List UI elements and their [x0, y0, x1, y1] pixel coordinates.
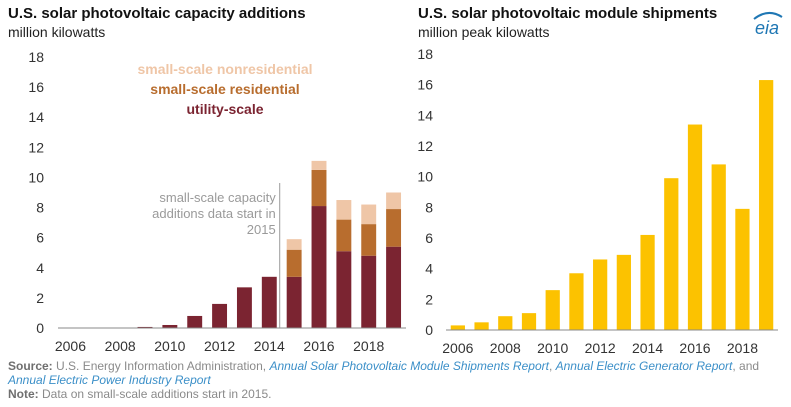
right-y-tick-label: 0 [425, 322, 433, 338]
right-y-tick-label: 8 [425, 199, 433, 215]
right-chart-title: U.S. solar photovoltaic module shipments [418, 5, 718, 22]
right-y-tick-label: 16 [417, 77, 433, 93]
right-x-tick-label: 2012 [585, 340, 616, 356]
source-link-electric-power-industry[interactable]: Annual Electric Power Industry Report [8, 373, 211, 387]
left-bar-utility-scale-2015 [286, 276, 302, 328]
right-bar-shipments-2012 [593, 259, 608, 330]
left-y-tick-label: 12 [28, 139, 44, 155]
left-bar-small-scale-residential-2017 [336, 219, 352, 252]
right-x-tick-label: 2008 [490, 340, 521, 356]
left-x-tick-label: 2012 [204, 338, 235, 354]
eia-logo-icon: eia [753, 12, 783, 38]
left-bar-small-scale-nonresidential-2016 [311, 160, 327, 170]
left-x-tick-label: 2018 [353, 338, 384, 354]
left-y-tick-label: 6 [36, 230, 44, 246]
right-y-tick-label: 14 [417, 107, 433, 123]
note-label: Note: [8, 387, 39, 401]
right-y-tick-label: 10 [417, 169, 433, 185]
note-line: Note: Data on small-scale additions star… [8, 387, 778, 401]
left-bar-small-scale-residential-2015 [286, 249, 302, 277]
right-bar-shipments-2015 [664, 178, 679, 330]
source-link-electric-generator[interactable]: Annual Electric Generator Report [555, 359, 733, 373]
right-x-tick-label: 2006 [442, 340, 473, 356]
left-bar-utility-scale-2019 [386, 246, 402, 328]
legend-small-scale-residential: small-scale residential [150, 81, 299, 97]
right-bar-shipments-2011 [569, 273, 584, 330]
annotation-text-line: additions data start in [152, 206, 276, 221]
left-y-tick-label: 18 [28, 49, 44, 65]
left-bar-utility-scale-2014 [261, 276, 277, 328]
right-y-tick-label: 12 [417, 138, 433, 154]
right-y-tick-label: 18 [417, 46, 433, 62]
left-bar-small-scale-residential-2016 [311, 169, 327, 207]
left-y-tick-label: 4 [36, 260, 44, 276]
left-bar-utility-scale-2009 [137, 326, 153, 328]
right-bar-shipments-2009 [521, 313, 537, 330]
right-bar-shipments-2016 [687, 124, 703, 331]
right-x-tick-label: 2016 [679, 340, 710, 356]
right-y-tick-label: 2 [425, 291, 433, 307]
right-chart-units: million peak kilowatts [418, 24, 550, 40]
left-y-tick-label: 0 [36, 320, 44, 336]
right-x-tick-label: 2010 [537, 340, 568, 356]
left-bar-small-scale-nonresidential-2018 [361, 204, 377, 225]
left-x-tick-label: 2008 [105, 338, 136, 354]
svg-text:eia: eia [755, 18, 779, 38]
left-y-tick-label: 2 [36, 290, 44, 306]
left-bar-utility-scale-2010 [162, 324, 178, 328]
left-bar-utility-scale-2012 [212, 303, 228, 328]
annotation-text-line: small-scale capacity [159, 190, 276, 205]
right-bar-shipments-2017 [711, 164, 726, 330]
left-bar-small-scale-residential-2019 [386, 209, 402, 247]
source-note: Source: U.S. Energy Information Administ… [8, 359, 778, 401]
source-link-module-shipments[interactable]: Annual Solar Photovoltaic Module Shipmen… [269, 359, 549, 373]
right-y-tick-label: 4 [425, 261, 433, 277]
left-y-tick-label: 14 [28, 109, 44, 125]
left-bar-small-scale-nonresidential-2015 [286, 239, 302, 250]
source-sep-2: , and [732, 359, 760, 373]
left-y-tick-label: 8 [36, 200, 44, 216]
right-bar-shipments-2018 [735, 208, 750, 330]
left-bar-utility-scale-2017 [336, 251, 352, 328]
left-bar-utility-scale-2016 [311, 206, 327, 328]
left-x-tick-label: 2014 [254, 338, 285, 354]
right-bar-shipments-2007 [474, 322, 489, 330]
right-bar-shipments-2014 [640, 234, 655, 330]
left-bar-utility-scale-2011 [187, 315, 203, 328]
right-x-tick-label: 2018 [727, 340, 758, 356]
right-y-tick-label: 6 [425, 230, 433, 246]
left-chart-units: million kilowatts [8, 24, 106, 40]
source-sep-1: , [548, 359, 556, 373]
right-bar-shipments-2010 [545, 290, 560, 330]
legend-small-scale-nonresidential: small-scale nonresidential [137, 61, 312, 77]
left-bar-utility-scale-2018 [361, 255, 377, 328]
annotation-text-line: 2015 [247, 222, 276, 237]
source-prefix: U.S. Energy Information Administration, [52, 359, 270, 373]
left-x-tick-label: 2006 [55, 338, 86, 354]
right-bar-shipments-2019 [759, 80, 774, 330]
left-y-tick-label: 10 [28, 169, 44, 185]
note-text: Data on small-scale additions start in 2… [38, 387, 272, 401]
left-x-tick-label: 2016 [303, 338, 334, 354]
right-bar-shipments-2006 [450, 325, 465, 330]
left-bar-small-scale-nonresidential-2017 [336, 200, 352, 220]
left-y-tick-label: 16 [28, 79, 44, 95]
right-bar-shipments-2013 [616, 254, 631, 330]
source-line: Source: U.S. Energy Information Administ… [8, 359, 778, 387]
left-x-tick-label: 2010 [154, 338, 185, 354]
source-label: Source: [8, 359, 53, 373]
right-x-tick-label: 2014 [632, 340, 663, 356]
left-bar-small-scale-nonresidential-2019 [386, 192, 402, 210]
legend-utility-scale: utility-scale [186, 101, 263, 117]
left-bar-utility-scale-2013 [236, 287, 252, 328]
left-chart-title: U.S. solar photovoltaic capacity additio… [8, 5, 306, 22]
right-bar-shipments-2008 [498, 316, 513, 330]
left-bar-small-scale-residential-2018 [361, 224, 377, 256]
